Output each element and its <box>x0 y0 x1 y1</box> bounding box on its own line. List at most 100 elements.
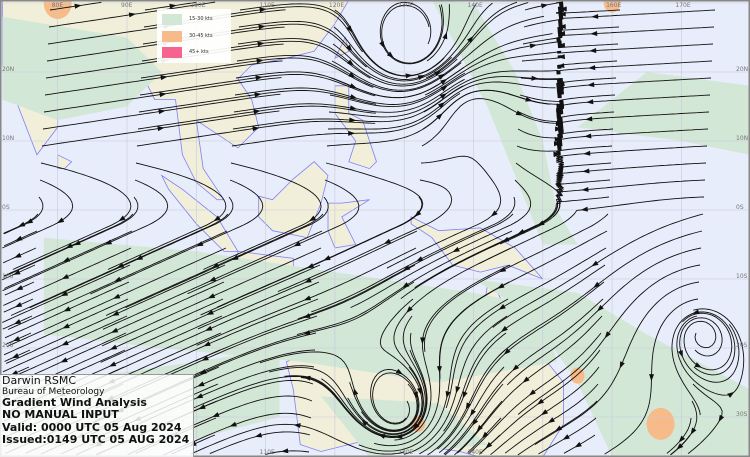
streamline <box>557 43 714 54</box>
streamline-arrow <box>256 58 264 64</box>
wind-zone-15-30 <box>2 16 162 121</box>
streamline-arrow <box>540 409 549 416</box>
streamline-arrow <box>61 273 70 280</box>
streamline-arrow <box>562 434 570 440</box>
streamline <box>557 60 618 69</box>
streamline-arrow <box>203 341 211 347</box>
streamline-arrow <box>434 70 442 77</box>
streamline-arrow <box>436 366 442 374</box>
streamline-arrow <box>490 210 498 217</box>
longitude-label: 140E <box>468 449 483 456</box>
streamline-arrow <box>465 402 472 410</box>
streamline-arrow <box>517 228 525 235</box>
streamline-arrow <box>255 75 263 81</box>
streamline-arrow <box>417 75 426 81</box>
streamline <box>557 40 619 49</box>
streamline-arrow <box>62 256 71 263</box>
product-title: Gradient Wind Analysis <box>2 395 147 409</box>
streamline-arrow <box>406 306 413 313</box>
streamline-arrow <box>293 423 301 429</box>
streamline-arrow <box>412 422 420 430</box>
sulawesi <box>327 199 370 249</box>
streamline-arrow <box>213 215 221 222</box>
streamline-arrow <box>557 42 566 48</box>
streamline-arrow <box>395 368 403 375</box>
streamline-arrow <box>515 110 523 116</box>
legend-swatch <box>162 46 182 58</box>
streamline-arrow <box>205 325 213 331</box>
streamline-arrow <box>12 336 21 342</box>
streamline-arrow <box>582 168 590 174</box>
streamline-arrow <box>678 435 686 443</box>
streamline-arrow <box>472 418 479 426</box>
streamline-arrow <box>211 262 220 268</box>
new-guinea <box>410 216 544 280</box>
streamline-arrow <box>591 260 599 267</box>
latitude-label: 10N <box>2 135 14 142</box>
streamline <box>3 213 39 234</box>
streamline-arrow <box>303 313 311 318</box>
streamline-arrow <box>347 59 355 66</box>
streamline-arrow <box>593 281 601 289</box>
title-box: Darwin RSMC Bureau of Meteorology Gradie… <box>0 374 194 457</box>
streamline <box>558 9 716 19</box>
streamline-arrow <box>559 6 567 12</box>
streamline-arrow <box>349 94 358 99</box>
longitude-label: 80E <box>52 2 64 9</box>
streamline-arrow <box>604 331 611 339</box>
streamline-arrow <box>574 441 582 448</box>
streamline-arrow <box>436 113 443 120</box>
legend-label: 15-30 kts <box>189 16 213 22</box>
streamline-arrow <box>512 364 520 371</box>
wind-zone-30-45 <box>646 407 675 440</box>
streamline-arrow <box>14 302 23 308</box>
latitude-label: 0S <box>736 204 744 211</box>
streamline-arrow <box>440 85 448 92</box>
streamline-arrow <box>303 375 311 381</box>
streamline-arrow <box>113 276 122 282</box>
streamline-arrow <box>591 13 599 19</box>
streamline-arrow <box>60 290 69 297</box>
streamline-arrow <box>692 309 700 315</box>
legend-swatch <box>162 13 182 25</box>
streamline-arrow <box>678 350 683 358</box>
legend-item-30-45: 30-45 kts <box>162 30 213 42</box>
streamline-arrow <box>15 285 24 291</box>
streamline-arrow <box>109 344 118 350</box>
longitude-label: 110E <box>260 2 275 9</box>
streamline-arrow <box>584 133 592 139</box>
streamline-arrow <box>259 7 267 13</box>
wind-zone-15-30 <box>431 0 578 245</box>
streamline-arrow <box>281 448 289 454</box>
streamline <box>558 19 620 31</box>
streamline-arrow <box>481 431 489 439</box>
streamline <box>521 55 562 62</box>
streamline-arrow <box>116 262 125 268</box>
streamline-arrow <box>690 427 697 435</box>
longitude-label: 130E <box>398 2 413 9</box>
streamline-arrow <box>440 78 448 85</box>
streamline-arrow <box>207 293 216 299</box>
streamline-arrow <box>462 391 468 399</box>
streamline-arrow <box>522 376 530 383</box>
streamline-arrow <box>253 109 261 115</box>
streamline-arrow <box>718 414 725 423</box>
streamline-arrow <box>349 83 357 89</box>
streamline <box>552 162 707 218</box>
streamline <box>557 128 614 147</box>
streamline-arrow <box>110 327 119 333</box>
streamline-arrow <box>345 44 353 52</box>
streamline-arrow <box>402 265 411 271</box>
legend-item-45-plus: 45+ kts <box>162 46 209 58</box>
longitude-label: 100E <box>190 2 205 9</box>
longitude-label: 140E <box>468 2 483 9</box>
streamline-arrow <box>306 263 315 269</box>
streamline-arrow <box>587 82 595 88</box>
streamline-arrow <box>353 387 359 396</box>
legend-label: 30-45 kts <box>189 33 213 39</box>
latitude-label: 10N <box>736 135 748 142</box>
latitude-label: 20S <box>736 342 748 349</box>
streamline-arrow <box>108 361 117 367</box>
